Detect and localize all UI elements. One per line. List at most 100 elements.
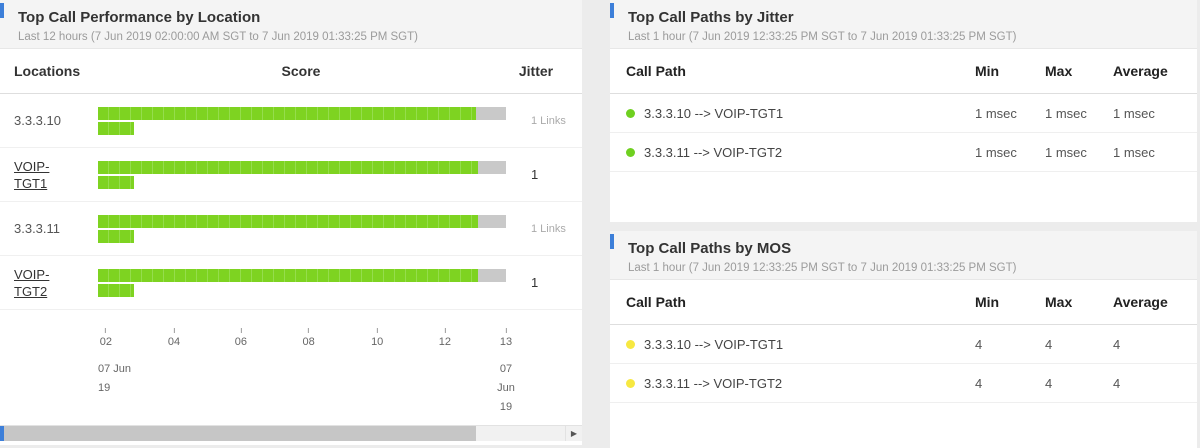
- axis-date-end: 07 Jun 19: [497, 363, 515, 413]
- score-bar-tail: [477, 268, 507, 282]
- column-header-locations: Locations: [14, 63, 81, 79]
- column-header-max: Max: [1045, 63, 1073, 79]
- status-dot-yellow: [626, 339, 635, 349]
- min-value: 4: [975, 336, 983, 352]
- axis-tick-label: 13: [500, 328, 512, 348]
- location-link[interactable]: VOIP-TGT1: [14, 158, 50, 191]
- call-path-cell: 3.3.3.10 --> VOIP-TGT1: [626, 106, 975, 121]
- axis-tick-label: 12: [439, 328, 451, 348]
- score-bars: [98, 106, 511, 135]
- panel-call-paths-mos: Top Call Paths by MOS Last 1 hour (7 Jun…: [610, 231, 1197, 448]
- axis-tick-label: 10: [371, 328, 383, 348]
- location-link[interactable]: VOIP-TGT2: [14, 266, 50, 299]
- column-header-average: Average: [1113, 63, 1168, 79]
- panel-call-paths-jitter: Top Call Paths by Jitter Last 1 hour (7 …: [610, 0, 1197, 222]
- column-header-score: Score: [281, 63, 321, 79]
- call-path-cell: 3.3.3.10 --> VOIP-TGT1: [626, 337, 975, 352]
- score-sub-bar: [98, 229, 135, 243]
- axis-tick-label: 02: [100, 328, 112, 348]
- call-path-row: 3.3.3.10 --> VOIP-TGT1 1 msec 1 msec 1 m…: [610, 94, 1197, 133]
- call-path-label: 3.3.3.11 --> VOIP-TGT2: [644, 375, 783, 391]
- average-value: 4: [1113, 336, 1121, 352]
- x-axis: 02 04 06 08 10 12 13 07 Jun 19 07 Jun 19: [98, 328, 515, 413]
- average-value: 1 msec: [1113, 144, 1155, 160]
- jitter-value: 1 Links: [531, 222, 566, 235]
- call-path-row: 3.3.3.11 --> VOIP-TGT2 1 msec 1 msec 1 m…: [610, 133, 1197, 172]
- score-sub-bar: [98, 175, 135, 189]
- panel-title: Top Call Paths by MOS: [628, 240, 792, 257]
- panel-subtitle: Last 12 hours (7 Jun 2019 02:00:00 AM SG…: [18, 31, 418, 43]
- score-bar: [98, 106, 476, 120]
- scrollbar-track[interactable]: [476, 426, 565, 441]
- column-header-row: Call Path Min Max Average: [610, 280, 1197, 325]
- location-row: 3.3.3.11 1 Links: [0, 202, 582, 256]
- column-header-call-path: Call Path: [626, 294, 686, 310]
- score-bars: [98, 268, 511, 297]
- score-bar: [98, 160, 478, 174]
- min-value: 1 msec: [975, 144, 1017, 160]
- scrollbar-thumb[interactable]: [4, 426, 476, 441]
- panel-subtitle: Last 1 hour (7 Jun 2019 12:33:25 PM SGT …: [628, 31, 1017, 43]
- call-path-cell: 3.3.3.11 --> VOIP-TGT2: [626, 145, 975, 160]
- column-header-min: Min: [975, 294, 1000, 310]
- panel-call-performance: Top Call Performance by Location Last 12…: [0, 0, 582, 445]
- location-label: 3.3.3.10: [14, 113, 61, 128]
- score-sub-bar: [98, 121, 135, 135]
- score-bar-tail: [477, 214, 507, 228]
- column-header-call-path: Call Path: [626, 63, 686, 79]
- max-value: 1 msec: [1045, 105, 1087, 121]
- score-bars: [98, 214, 511, 243]
- panel-header: Top Call Paths by MOS Last 1 hour (7 Jun…: [610, 231, 1197, 280]
- score-sub-bar: [98, 283, 135, 297]
- panel-title: Top Call Paths by Jitter: [628, 9, 794, 26]
- jitter-value: 1: [531, 275, 539, 290]
- panel-accent: [610, 3, 614, 18]
- max-value: 4: [1045, 336, 1053, 352]
- call-path-row: 3.3.3.11 --> VOIP-TGT2 4 4 4: [610, 364, 1197, 403]
- score-bars: [98, 160, 511, 189]
- jitter-value: 1: [531, 167, 539, 182]
- call-path-label: 3.3.3.11 --> VOIP-TGT2: [644, 144, 783, 160]
- call-path-label: 3.3.3.10 --> VOIP-TGT1: [644, 105, 784, 121]
- axis-tick-label: 08: [303, 328, 315, 348]
- call-path-row: 3.3.3.10 --> VOIP-TGT1 4 4 4: [610, 325, 1197, 364]
- axis-date-start: 07 Jun 19: [98, 363, 132, 394]
- max-value: 4: [1045, 375, 1053, 391]
- call-path-label: 3.3.3.10 --> VOIP-TGT1: [644, 336, 784, 352]
- column-header-average: Average: [1113, 294, 1168, 310]
- axis-tick-label: 06: [235, 328, 247, 348]
- column-header-jitter: Jitter: [518, 63, 554, 79]
- scroll-right-icon[interactable]: ▶: [565, 426, 582, 441]
- location-row: VOIP-TGT1 1: [0, 148, 582, 202]
- column-header-row: Locations Score Jitter: [0, 49, 582, 94]
- status-dot-green: [626, 147, 635, 157]
- column-header-max: Max: [1045, 294, 1073, 310]
- horizontal-scrollbar[interactable]: ▶: [0, 425, 582, 441]
- column-header-row: Call Path Min Max Average: [610, 49, 1197, 94]
- panel-subtitle: Last 1 hour (7 Jun 2019 12:33:25 PM SGT …: [628, 262, 1017, 274]
- panel-header: Top Call Paths by Jitter Last 1 hour (7 …: [610, 0, 1197, 49]
- location-label: 3.3.3.11: [14, 221, 61, 236]
- min-value: 4: [975, 375, 983, 391]
- location-row: 3.3.3.10 1 Links: [0, 94, 582, 148]
- score-bar-tail: [475, 106, 507, 120]
- axis-tick-label: 04: [168, 328, 180, 348]
- status-dot-yellow: [626, 378, 635, 388]
- panel-accent: [610, 234, 614, 249]
- score-bar: [98, 214, 478, 228]
- jitter-value: 1 Links: [531, 114, 566, 127]
- average-value: 1 msec: [1113, 105, 1155, 121]
- status-dot-green: [626, 108, 635, 118]
- min-value: 1 msec: [975, 105, 1017, 121]
- panel-accent: [0, 3, 4, 18]
- score-bar: [98, 268, 478, 282]
- panel-title: Top Call Performance by Location: [18, 9, 261, 26]
- column-header-min: Min: [975, 63, 1000, 79]
- panel-header: Top Call Performance by Location Last 12…: [0, 0, 582, 49]
- location-row: VOIP-TGT2 1: [0, 256, 582, 310]
- average-value: 4: [1113, 375, 1121, 391]
- scrollbar-accent: [0, 426, 4, 441]
- max-value: 1 msec: [1045, 144, 1087, 160]
- call-path-cell: 3.3.3.11 --> VOIP-TGT2: [626, 376, 975, 391]
- score-bar-tail: [477, 160, 507, 174]
